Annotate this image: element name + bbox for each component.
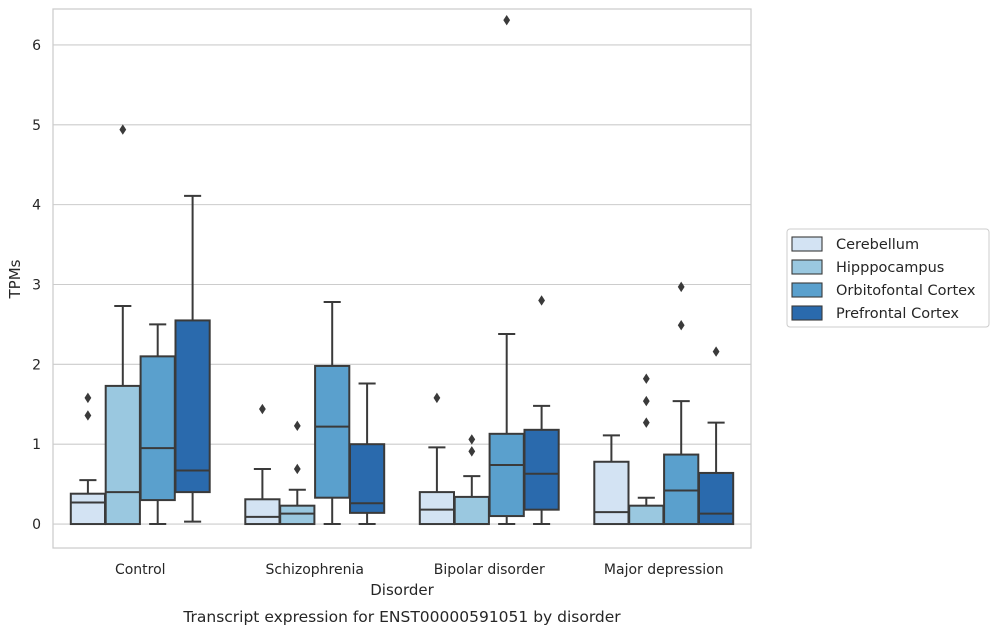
box-iqr [488,432,525,518]
y-tick-label: 2 [32,357,41,373]
chart-caption: Transcript expression for ENST0000059105… [182,608,621,626]
box-iqr [418,491,456,526]
y-tick-label: 6 [32,38,41,54]
outlier-point [468,434,476,445]
box-iqr [139,355,176,502]
outlier-point [712,346,720,357]
outlier-point [84,392,92,404]
plot-area-frame [52,8,752,549]
legend: Cerebellum Hipppocampus Orbitofontal Corte… [786,228,990,328]
box-iqr [628,504,665,526]
x-tick-label: Control [115,562,166,578]
box-iqr [663,453,700,526]
legend-swatch [791,282,823,298]
y-tick-label: 1 [32,437,41,453]
box-plot-series [69,14,735,526]
x-tick-label: Schizophrenia [266,562,364,578]
outlier-point [642,417,650,428]
outlier-point [293,420,301,432]
box-iqr [244,498,281,526]
box-prefrontal-cortex [523,295,560,526]
box-cerebellum [244,403,281,526]
box-prefrontal-cortex [697,346,735,526]
legend-label: Cerebellum [836,237,919,253]
outlier-point [119,124,127,135]
legend-frame [786,228,990,328]
box-iqr [453,495,490,526]
outlier-point [538,295,545,306]
box-orbitofontal-cortex [663,281,700,526]
legend-label: Orbitofontal Cortex [836,283,976,299]
x-tick-label: Bipolar disorder [434,562,545,578]
outlier-point [677,320,685,331]
y-tick-label: 4 [32,198,41,214]
outlier-point [642,395,650,407]
box-cerebellum [69,392,107,526]
box-iqr [348,443,386,514]
y-tick-label: 0 [32,517,41,533]
legend-label: Hipppocampus [836,260,944,276]
x-tick-label: Major depression [604,562,724,578]
box-iqr [279,504,316,526]
box-iqr [104,384,141,526]
y-axis-label: TPMs [6,259,24,299]
legend-swatch [791,236,823,252]
box-hipppocampus [628,373,665,526]
legend-swatch [791,305,823,321]
outlier-point [642,373,650,384]
box-hipppocampus [453,434,490,526]
box-cerebellum [418,392,456,526]
box-cerebellum [593,434,630,526]
outlier-point [468,446,476,457]
legend-swatch [791,259,823,275]
box-iqr [174,319,211,494]
box-iqr [697,471,735,526]
outlier-point [433,392,441,404]
box-orbitofontal-cortex [314,301,351,526]
outlier-point [293,463,301,475]
box-iqr [314,364,351,499]
x-tick-labels: Control Schizophrenia Bipolar disorder Majo… [115,562,724,578]
outlier-point [84,410,92,421]
y-tick-label: 3 [32,277,41,293]
box-prefrontal-cortex [174,194,211,523]
box-orbitofontal-cortex [488,14,525,526]
box-iqr [593,460,630,526]
box-iqr [523,428,560,511]
y-tick-labels: 0 1 2 3 4 5 6 [32,38,41,533]
box-orbitofontal-cortex [139,323,176,526]
outlier-point [677,281,685,293]
outlier-point [503,14,511,26]
box-prefrontal-cortex [348,382,386,526]
outlier-point [259,403,266,415]
legend-label: Prefrontal Cortex [836,306,959,322]
y-tick-label: 5 [32,118,41,134]
box-iqr [69,492,107,526]
box-hipppocampus [104,124,141,526]
box-hipppocampus [279,420,316,526]
x-axis-label: Disorder [370,581,434,599]
